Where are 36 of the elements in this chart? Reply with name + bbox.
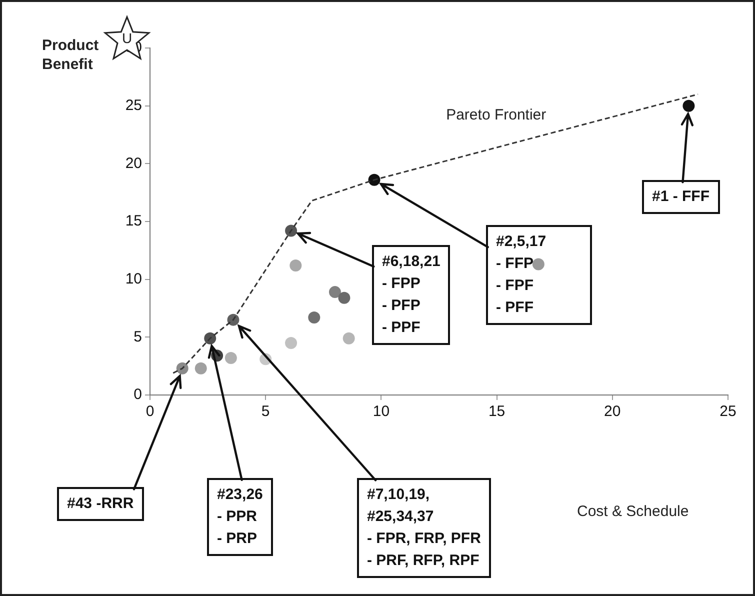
x-tick-label: 20 [604,403,621,420]
point [194,362,207,374]
point [338,292,350,304]
annotation: #2,5,17 - FFP - FPF - PFF [486,225,592,325]
point [224,352,237,364]
point [204,332,216,344]
point [342,332,355,344]
text: U [122,29,132,46]
y-tick-label: 25 [125,96,142,114]
point [368,174,380,186]
point [290,259,302,272]
x-tick-label: 15 [488,403,506,420]
x-tick-label: 25 [720,403,736,420]
y-axis-title: Product Benefit [42,36,100,74]
series-label: Pareto Frontier [446,106,546,124]
text: Cost & Schedule [577,502,689,521]
annotation: #1 - FFF [642,180,720,214]
point [682,100,695,112]
x-tick-label: 10 [372,403,390,420]
y-tick-label: 0 [134,386,142,404]
y-tick-label: 10 [125,270,142,288]
point [285,336,298,349]
x-tick-label: 5 [261,403,270,420]
y-tick-label: 5 [134,328,142,346]
point [328,286,341,298]
y-tick-label: 20 [125,154,142,172]
annotation: #23,26 - PPR - PRP [207,478,273,556]
annotation: #7,10,19, #25,34,37 - FPR, FRP, PFR - PRF, RFP, RPF [357,478,491,578]
annotation: #6,18,21 - FPP - PFP - PPF [372,245,450,345]
y-tick-label: 15 [125,212,142,230]
point [532,258,544,270]
x-tick-label: 0 [146,403,154,420]
annotation: #43 -RRR [57,487,144,521]
point [285,224,298,237]
point [308,312,320,324]
point [176,362,188,374]
